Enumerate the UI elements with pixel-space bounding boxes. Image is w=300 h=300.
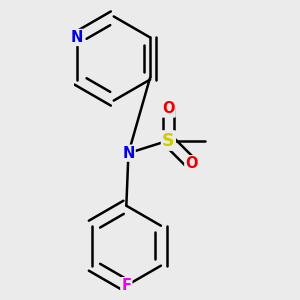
Text: N: N bbox=[122, 146, 135, 161]
Text: O: O bbox=[185, 156, 198, 171]
Text: N: N bbox=[71, 30, 83, 45]
Text: S: S bbox=[162, 131, 175, 149]
Text: O: O bbox=[162, 101, 175, 116]
Text: F: F bbox=[121, 278, 131, 293]
